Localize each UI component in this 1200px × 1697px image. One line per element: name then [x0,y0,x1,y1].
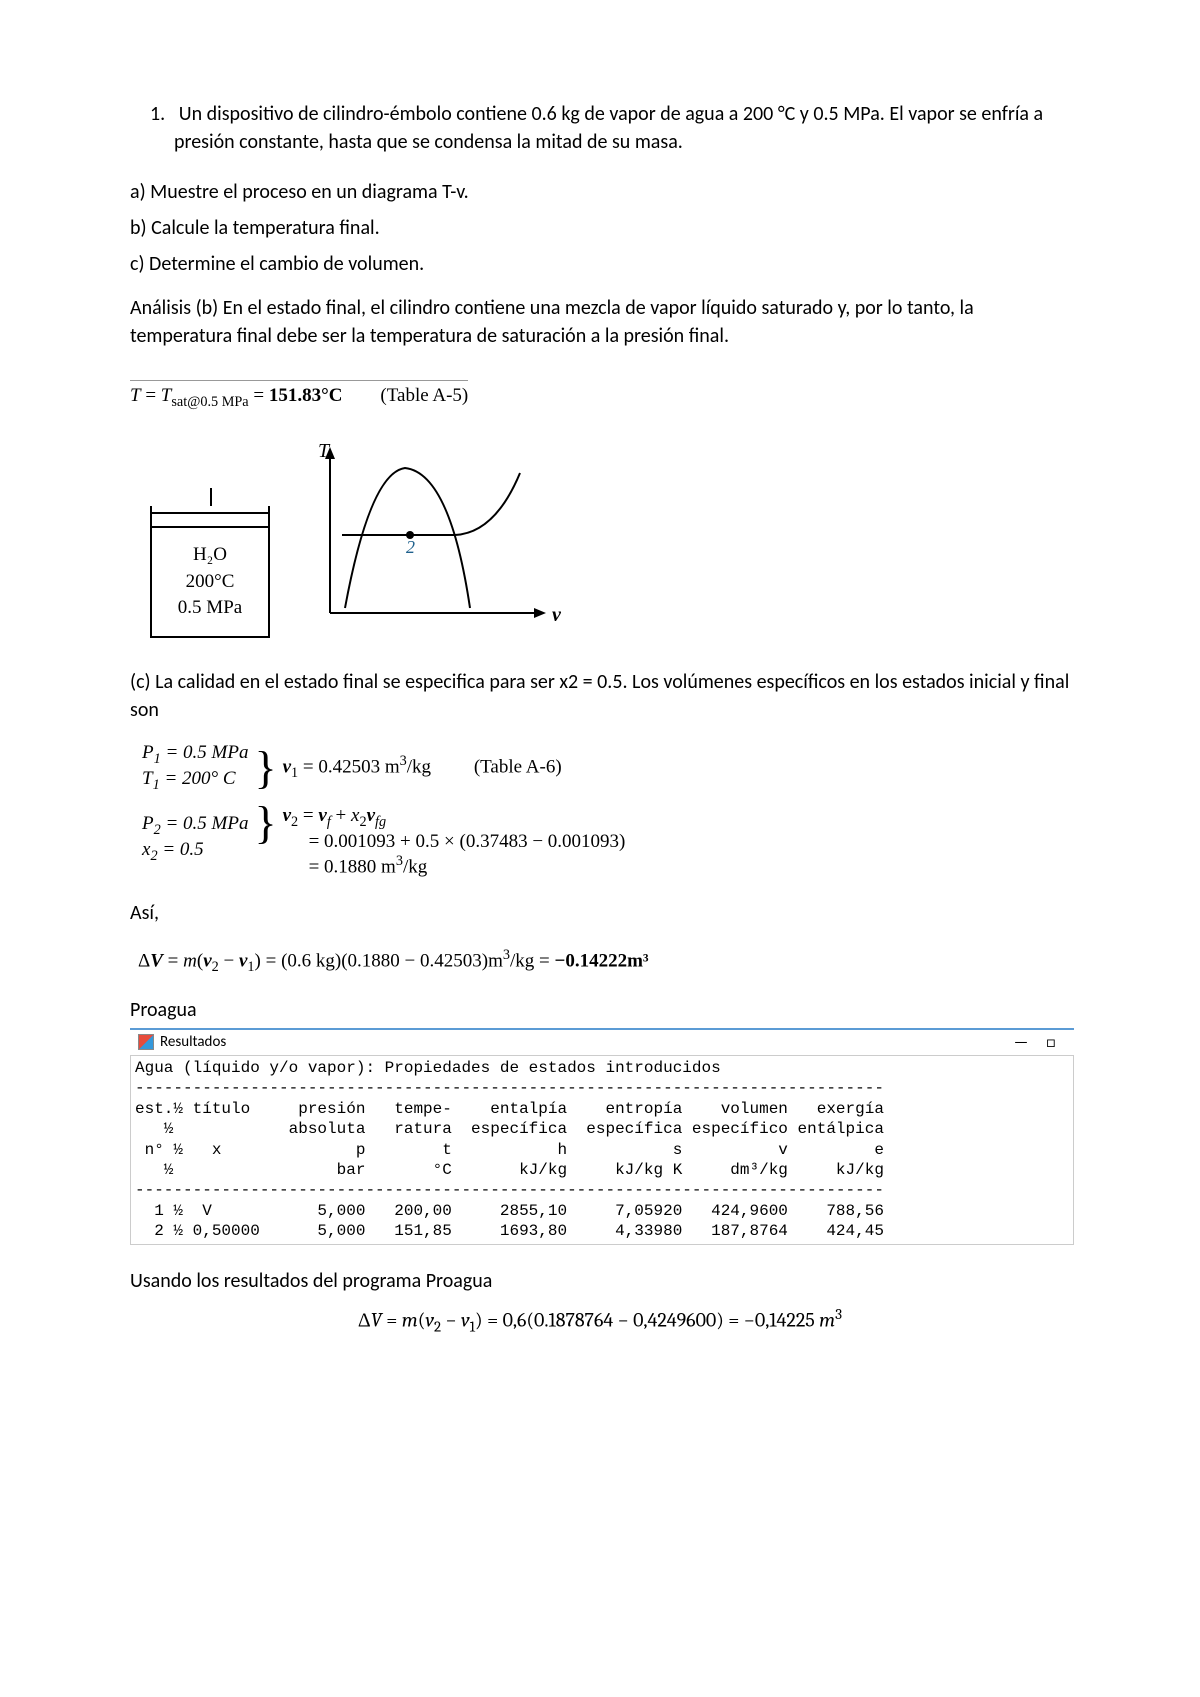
piston-label-3: 0.5 MPa [152,595,268,622]
app-icon [138,1034,154,1050]
problem-text: Un dispositivo de cilindro-émbolo contie… [174,102,1043,154]
state-1-equation: P1 = 0.5 MPa T1 = 200° C } v1 = 0.42503 … [142,742,1070,794]
minimize-button[interactable]: — [1006,1033,1036,1052]
problem-number: 1. [150,102,165,126]
item-b: b) Calcule la temperatura final. [130,216,1070,240]
analysis-b: Análisis (b) En el estado final, el cili… [130,294,1070,350]
window-title-bar: Resultados — □ [130,1030,1074,1055]
item-a: a) Muestre el proceso en un diagrama T-v… [130,180,1070,204]
figure-area: H₂O 200°C 0.5 MPa T v [130,443,1070,638]
tv-diagram: T v 2 [310,443,570,638]
state-2-equation: P2 = 0.5 MPa x2 = 0.5 } v2 = vf + x2vfg … [142,805,1070,878]
delta-v-equation: ΔV = m(v2 − v1) = (0.6 kg)(0.1880 − 0.42… [138,947,1070,976]
window-title: Resultados [160,1033,1006,1051]
asi-label: Así, [130,901,1070,925]
maximize-button[interactable]: □ [1036,1033,1066,1052]
piston-diagram: H₂O 200°C 0.5 MPa [150,496,270,638]
program-output: Agua (líquido y/o vapor): Propiedades de… [130,1055,1074,1245]
proagua-label: Proagua [130,998,1070,1022]
svg-text:T: T [318,440,331,462]
results-window: Resultados — □ Agua (líquido y/o vapor):… [130,1028,1074,1245]
item-c: c) Determine el cambio de volumen. [130,252,1070,276]
temperature-equation: T = Tsat@0.5 MPa = 151.83°C (Table A-5) [130,380,468,411]
problem-statement: 1. Un dispositivo de cilindro-émbolo con… [130,100,1070,156]
piston-label-2: 200°C [152,569,268,596]
final-using-results-text: Usando los resultados del programa Proag… [130,1269,1070,1293]
svg-text:v: v [552,604,562,626]
part-c-text: (c) La calidad en el estado final se esp… [130,668,1070,724]
svg-text:2: 2 [406,537,415,557]
piston-label-1: H₂O [152,542,268,569]
final-delta-v-equation: ΔV = m(v2 − v1) = 0,6(0.1878764 − 0,4249… [130,1305,1070,1336]
